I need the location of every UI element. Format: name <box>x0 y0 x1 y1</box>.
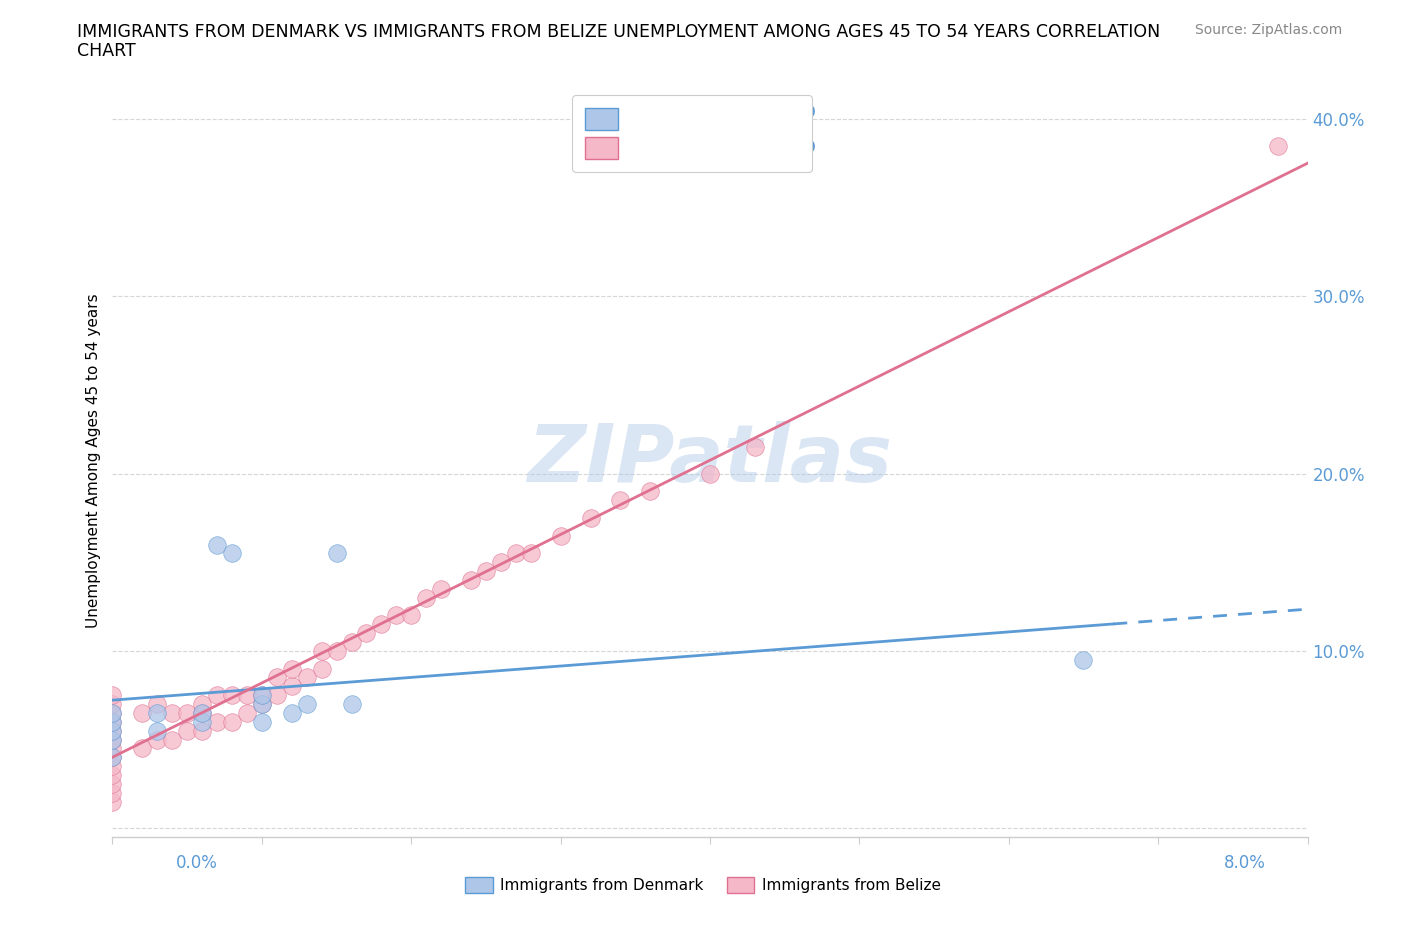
Point <box>101 785 124 800</box>
Text: CHART: CHART <box>77 42 136 60</box>
Point <box>266 670 288 684</box>
Point <box>101 724 124 738</box>
Text: 59: 59 <box>792 140 817 157</box>
Point <box>205 538 228 552</box>
Point <box>221 714 243 729</box>
Point <box>101 750 124 764</box>
Point <box>131 741 153 756</box>
Point <box>550 528 572 543</box>
Point <box>131 706 153 721</box>
Point <box>401 608 423 623</box>
Point <box>370 617 392 631</box>
Point <box>250 688 273 703</box>
Text: 8.0%: 8.0% <box>1223 854 1265 871</box>
Point <box>101 724 124 738</box>
Point <box>311 644 333 658</box>
Legend:                               ,                               : , <box>572 95 811 171</box>
Point <box>250 697 273 711</box>
Text: IMMIGRANTS FROM DENMARK VS IMMIGRANTS FROM BELIZE UNEMPLOYMENT AMONG AGES 45 TO : IMMIGRANTS FROM DENMARK VS IMMIGRANTS FR… <box>77 23 1160 41</box>
Point <box>162 706 183 721</box>
Point <box>101 714 124 729</box>
Point <box>146 697 169 711</box>
Point <box>191 706 214 721</box>
Point <box>460 573 482 588</box>
Point <box>191 714 214 729</box>
Point <box>295 670 318 684</box>
Text: ZIPatlas: ZIPatlas <box>527 421 893 499</box>
Point <box>101 759 124 774</box>
Point <box>162 732 183 747</box>
Point <box>236 706 259 721</box>
Point <box>101 714 124 729</box>
Point <box>176 724 198 738</box>
Point <box>101 741 124 756</box>
Point <box>311 661 333 676</box>
Point <box>250 697 273 711</box>
Point <box>430 581 453 596</box>
Point <box>699 466 721 481</box>
Text: 0.0%: 0.0% <box>176 854 218 871</box>
Point <box>101 777 124 791</box>
Point <box>505 546 527 561</box>
Text: N =: N = <box>735 140 787 157</box>
Point <box>236 688 259 703</box>
Point <box>146 724 169 738</box>
Point <box>101 732 124 747</box>
Point <box>250 714 273 729</box>
Text: N =: N = <box>735 104 787 122</box>
Point <box>146 732 169 747</box>
Point <box>640 484 662 498</box>
Y-axis label: Unemployment Among Ages 45 to 54 years: Unemployment Among Ages 45 to 54 years <box>86 293 101 628</box>
Text: Source: ZipAtlas.com: Source: ZipAtlas.com <box>1195 23 1343 37</box>
Point <box>325 644 347 658</box>
Text: R =: R = <box>619 104 658 122</box>
Point <box>221 546 243 561</box>
Point <box>340 697 363 711</box>
Point <box>415 591 437 605</box>
Text: 0.639: 0.639 <box>676 140 733 157</box>
Point <box>340 634 363 649</box>
Point <box>325 546 347 561</box>
Point <box>205 714 228 729</box>
Point <box>356 626 378 641</box>
Point <box>475 564 498 578</box>
Point <box>1073 652 1095 667</box>
Point <box>609 493 631 508</box>
Point <box>191 697 214 711</box>
Point <box>1267 139 1289 153</box>
Point <box>205 688 228 703</box>
Point <box>191 724 214 738</box>
Point <box>744 440 766 455</box>
Point <box>101 732 124 747</box>
Point <box>101 688 124 703</box>
Text: 0.175: 0.175 <box>676 104 733 122</box>
Point <box>176 706 198 721</box>
Point <box>281 661 304 676</box>
Legend: Immigrants from Denmark, Immigrants from Belize: Immigrants from Denmark, Immigrants from… <box>460 870 946 899</box>
Text: R =: R = <box>619 140 658 157</box>
Point <box>281 706 304 721</box>
Point <box>295 697 318 711</box>
Text: 19: 19 <box>792 104 817 122</box>
Point <box>191 706 214 721</box>
Point <box>266 688 288 703</box>
Point <box>101 767 124 782</box>
Point <box>385 608 408 623</box>
Point <box>101 706 124 721</box>
Point <box>146 706 169 721</box>
Point <box>579 511 602 525</box>
Point <box>281 679 304 694</box>
Point <box>101 697 124 711</box>
Point <box>101 706 124 721</box>
Point <box>520 546 543 561</box>
Point <box>101 750 124 764</box>
Point <box>250 688 273 703</box>
Point <box>489 555 512 570</box>
Point <box>221 688 243 703</box>
Point <box>101 794 124 809</box>
